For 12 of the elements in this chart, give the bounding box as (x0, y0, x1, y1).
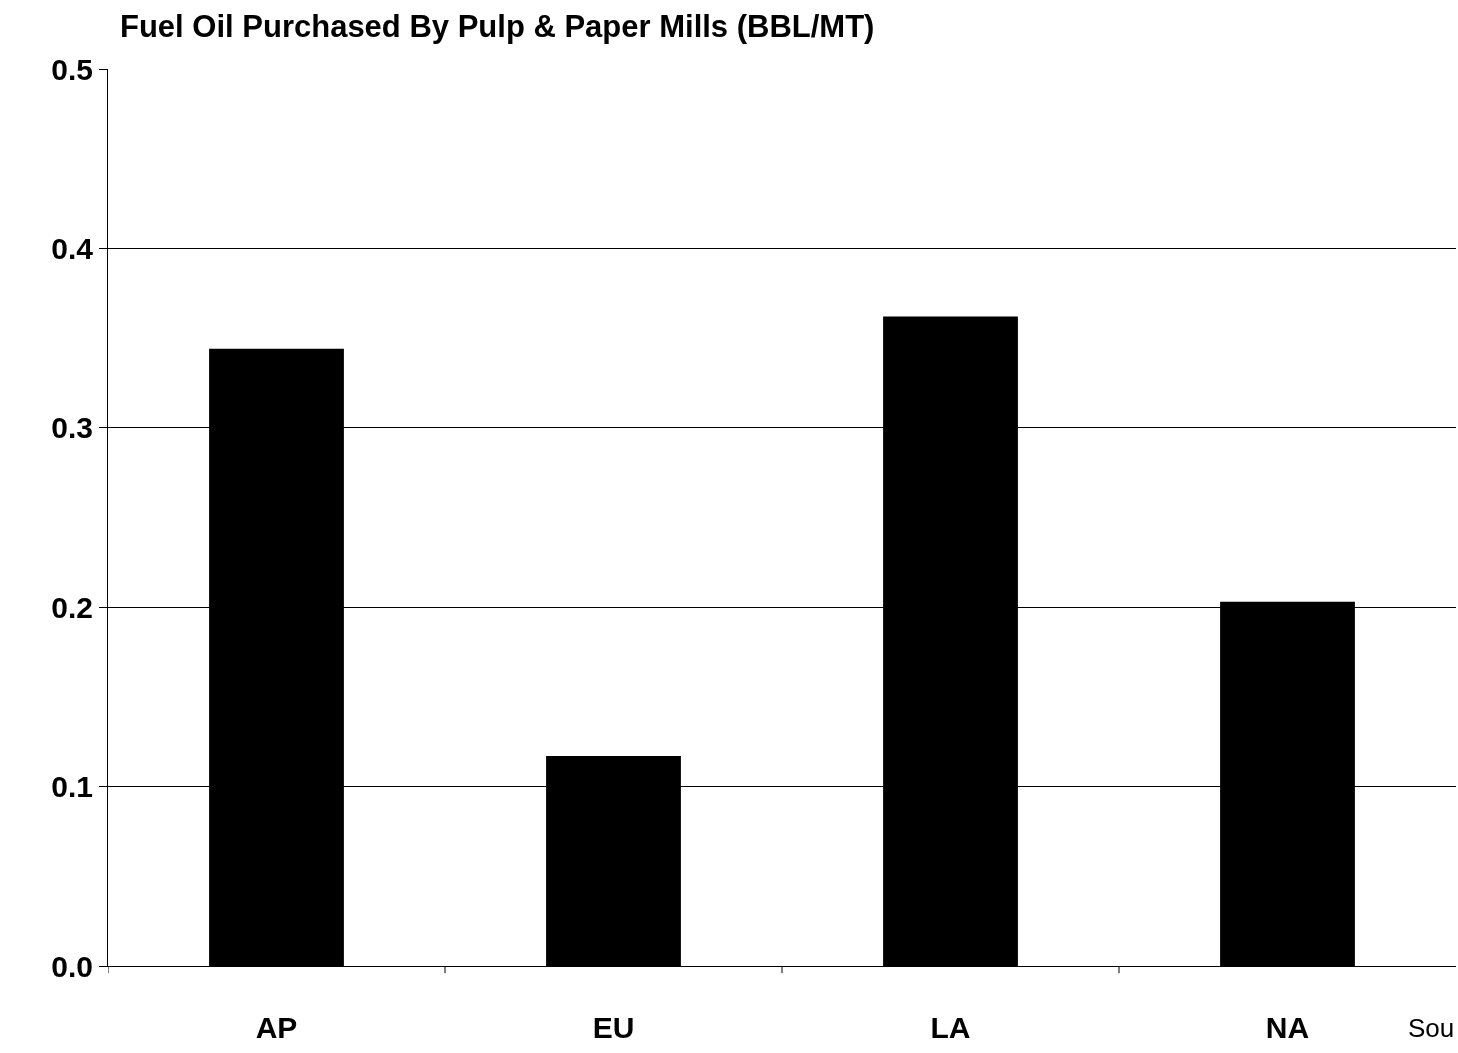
text: Sou (1408, 1013, 1455, 1043)
x-tick-label: LA (930, 1011, 971, 1044)
y-tick-label: 0.2 (51, 590, 93, 624)
y-tick-label: 0.3 (51, 411, 93, 445)
y-tick-label: 0.0 (51, 949, 93, 983)
x-tick-label: AP (255, 1011, 298, 1044)
x-tick-label: NA (1265, 1011, 1310, 1044)
chart-title: Fuel Oil Purchased By Pulp & Paper Mills (BBL/MT) (120, 9, 875, 45)
y-tick-label: 0.1 (51, 770, 93, 804)
y-tick-label: 0.5 (51, 52, 93, 86)
y-tick-label: 0.4 (51, 231, 94, 265)
x-tick-label: EU (592, 1011, 635, 1044)
